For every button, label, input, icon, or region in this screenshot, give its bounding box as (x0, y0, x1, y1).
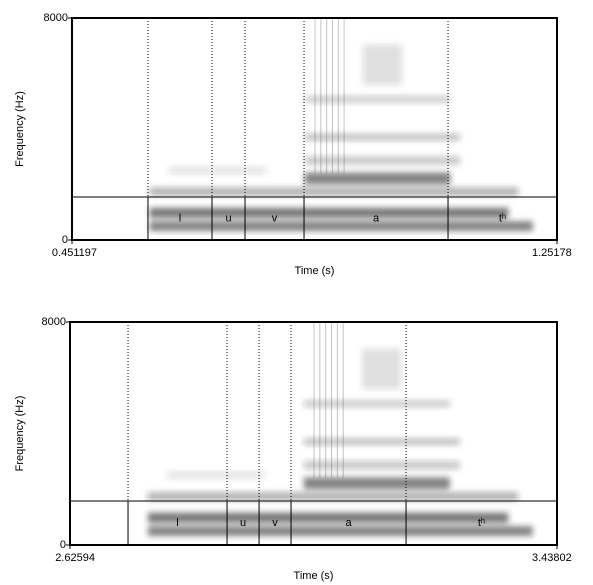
plot-frame (71, 17, 558, 241)
striation (325, 322, 327, 479)
segment-label: tʰ (478, 517, 485, 529)
spectrogram-panel: l u v a tʰ 0 8000 2.62594 3.43802 Time (s) Frequen… (14, 316, 572, 582)
x-tick-label: 0.451197 (52, 247, 97, 259)
energy-band (304, 134, 460, 141)
segment-label: a (373, 212, 380, 224)
energy-band (304, 156, 460, 165)
energy-band (147, 492, 519, 501)
striation (313, 322, 315, 479)
segment-label: tʰ (499, 212, 506, 224)
segment-label: v (272, 212, 278, 224)
striation (320, 18, 322, 174)
x-tick-label: 3.43802 (532, 552, 572, 564)
striation (314, 18, 316, 174)
striation (326, 18, 328, 174)
segment-label: l (176, 517, 178, 529)
x-axis-label: Time (s) (294, 570, 334, 582)
y-axis-label: Frequency (Hz) (14, 396, 26, 472)
y-axis-label: Frequency (Hz) (14, 91, 26, 167)
segment-label: l (179, 212, 181, 224)
spectrogram-texture (149, 44, 533, 232)
energy-band (303, 400, 450, 407)
energy-band (149, 221, 533, 232)
segment-label: v (272, 517, 278, 529)
striation (336, 322, 338, 479)
segment-label: u (240, 517, 246, 529)
energy-band (147, 512, 509, 523)
energy-band (149, 187, 519, 196)
energy-band (303, 461, 460, 470)
energy-band (362, 348, 402, 389)
striation (331, 322, 333, 479)
segment-label: u (225, 212, 231, 224)
energy-band (303, 477, 450, 490)
spectrogram-texture (147, 348, 533, 537)
segment-label: a (345, 517, 352, 529)
x-tick-label: 1.25178 (532, 247, 572, 259)
x-axis-label: Time (s) (295, 265, 335, 277)
x-tick-label: 2.62594 (55, 552, 95, 564)
energy-band (363, 44, 402, 85)
y-tick-label: 8000 (44, 12, 68, 24)
y-tick-label: 8000 (42, 316, 66, 328)
energy-band (304, 172, 451, 185)
striation (319, 322, 321, 479)
y-tick-label: 0 (62, 234, 68, 246)
plot-frame (69, 321, 558, 546)
striation (343, 18, 345, 174)
energy-band (303, 438, 460, 445)
energy-band (147, 526, 533, 537)
energy-band (169, 167, 266, 174)
y-tick-label: 0 (60, 539, 66, 551)
striation (342, 322, 344, 479)
energy-band (167, 472, 265, 479)
striation (331, 18, 333, 174)
energy-band (304, 96, 451, 103)
striation (337, 18, 339, 174)
energy-band (149, 207, 509, 218)
spectrogram-panel: l u v a tʰ 0 8000 0.451197 1.25178 Time (s) Freque… (14, 12, 572, 277)
